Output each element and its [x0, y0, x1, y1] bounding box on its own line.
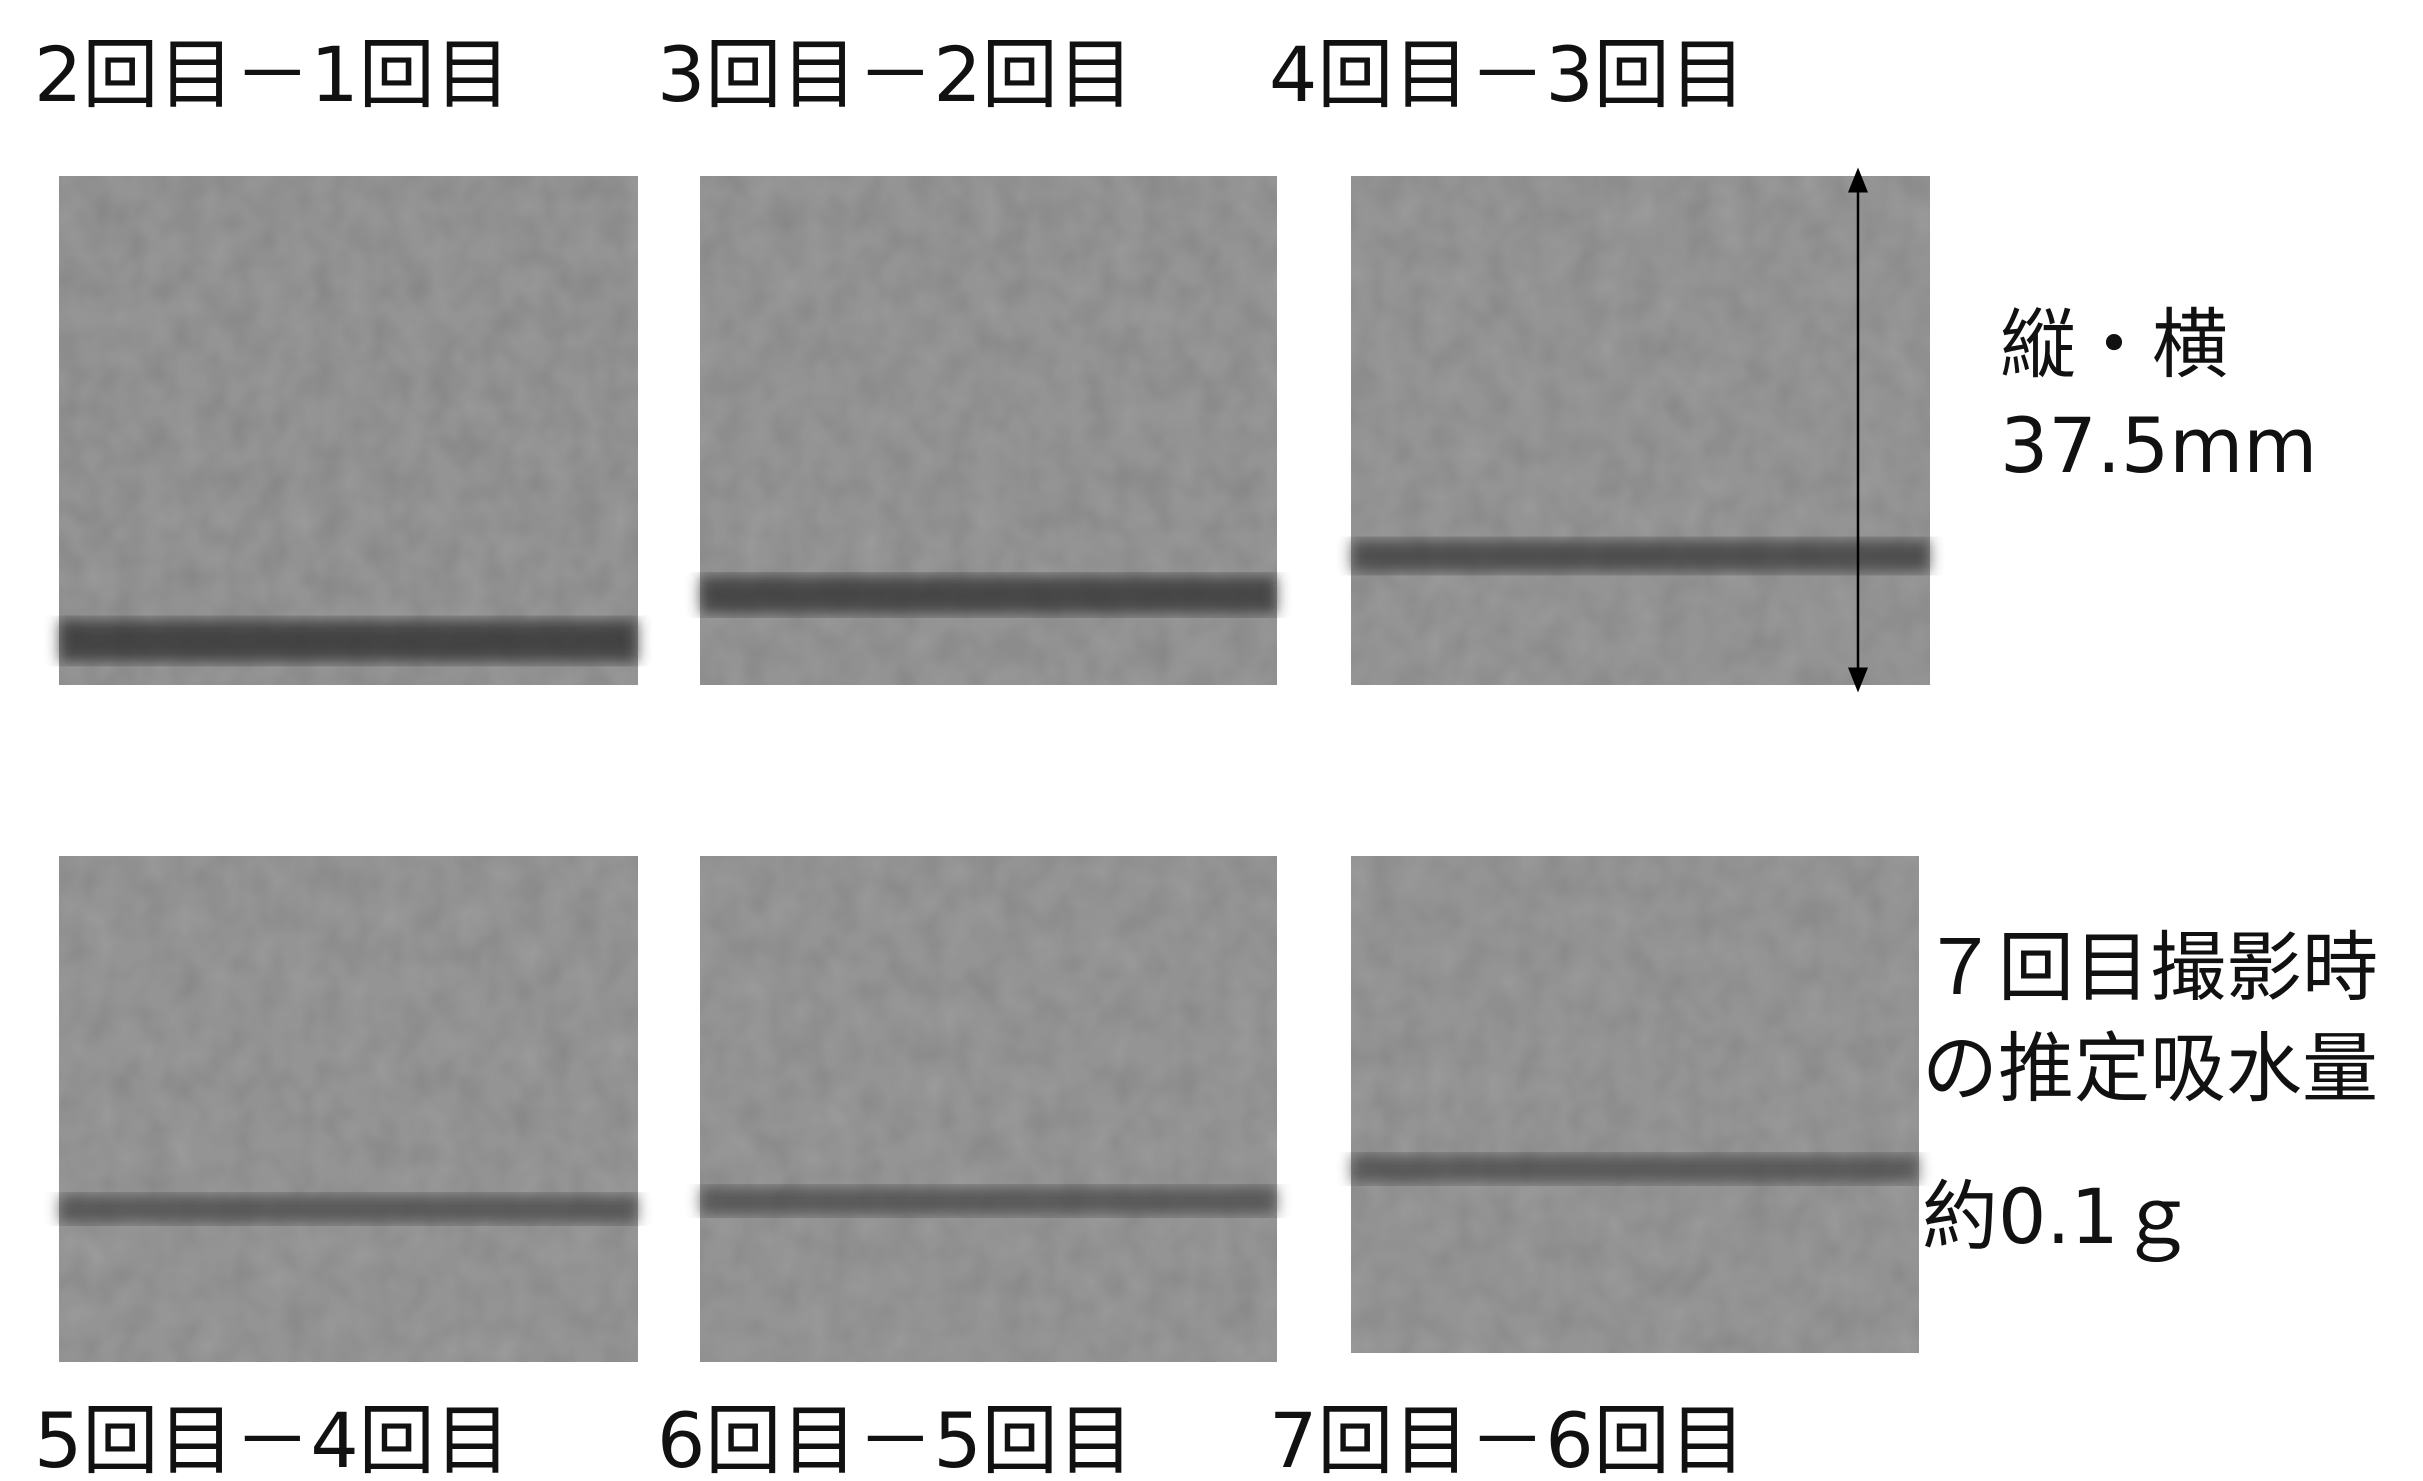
panel-1 — [59, 176, 638, 685]
water-note: の推定吸水量 — [1922, 1024, 2378, 1113]
panel-6 — [1351, 856, 1919, 1353]
water-note: 約0.1ｇ — [1922, 1172, 2195, 1262]
page: {"panels": [ {"label": "2回目－1回目"}, {"lab… — [0, 0, 2423, 1481]
size-note: 37.5mm — [2000, 401, 2317, 490]
panel-2 — [700, 176, 1277, 685]
figure: 2回目－1回目 3回目－2回目 4回目－3回目 5回目－4回目 6回目－5回目 … — [0, 0, 2423, 1481]
panel-4 — [59, 856, 638, 1362]
size-note: 縦・横 — [2000, 300, 2228, 389]
panel-3 — [1351, 176, 1930, 685]
panel-5 — [700, 856, 1277, 1362]
water-note: ７回目撮影時 — [1922, 923, 2378, 1012]
panel-label: 4回目－3回目 — [1269, 30, 1746, 119]
panel-label: 7回目－6回目 — [1269, 1396, 1746, 1481]
panel-label: 6回目－5回目 — [657, 1396, 1134, 1481]
panel-label: 2回目－1回目 — [34, 30, 511, 119]
panel-label: 5回目－4回目 — [34, 1396, 511, 1481]
panel-images — [59, 176, 1930, 1362]
panel-label: 3回目－2回目 — [657, 30, 1134, 119]
